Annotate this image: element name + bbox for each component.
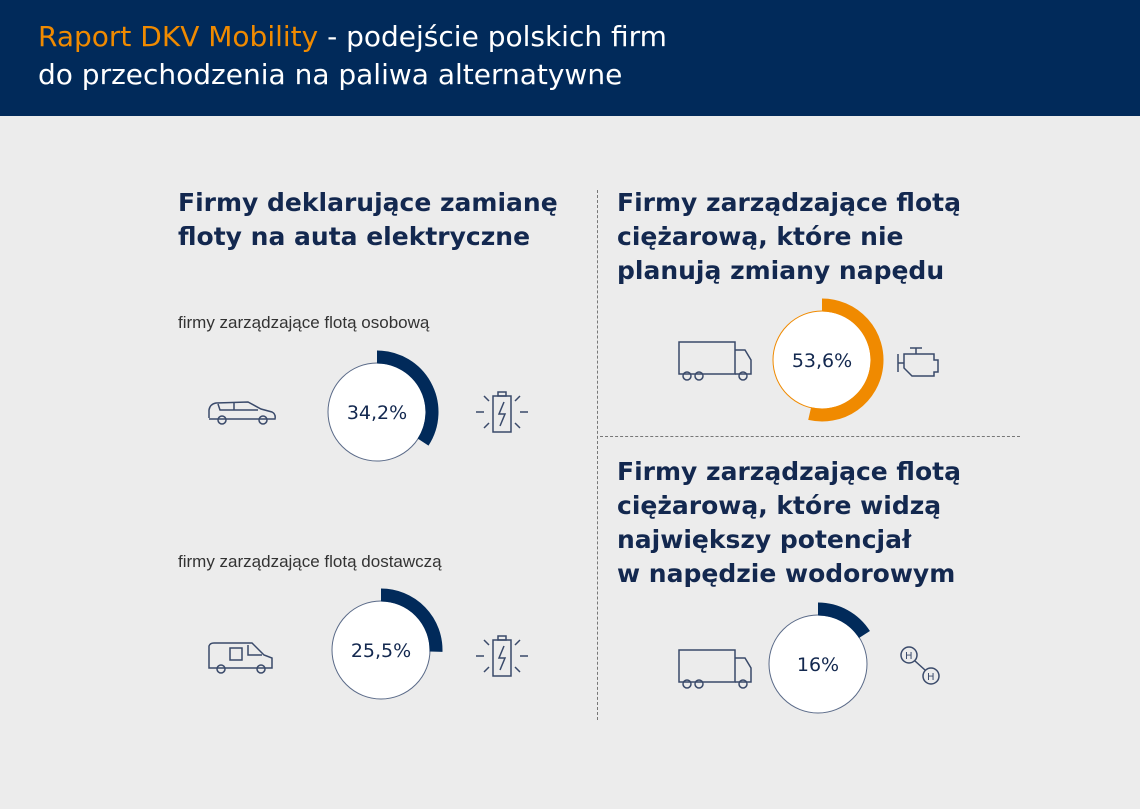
page-title: Raport DKV Mobility - podejście polskich… — [38, 18, 667, 94]
truck-icon — [678, 341, 752, 381]
battery-icon — [476, 635, 528, 677]
header: Raport DKV Mobility - podejście polskich… — [0, 0, 1140, 116]
vertical-divider — [597, 190, 598, 720]
donut-value-label: 16% — [797, 654, 839, 676]
donut-arc — [380, 588, 443, 652]
left-heading: Firmy deklarujące zamianę floty na auta e… — [178, 188, 558, 251]
car-icon — [208, 401, 276, 425]
title-line2: do przechodzenia na paliwa alternatywne — [38, 58, 623, 91]
svg-text:H: H — [905, 651, 913, 662]
truck-icon — [678, 649, 752, 689]
donut-arc — [817, 602, 870, 639]
hydrogen-icon: HH — [900, 646, 940, 685]
donut-chart: 25,5% — [331, 588, 443, 700]
van-icon — [208, 642, 273, 674]
subtitle-delivery: firmy zarządzające flotą dostawczą — [178, 552, 442, 571]
donut-value-label: 25,5% — [351, 640, 411, 662]
donut-arc — [808, 298, 884, 422]
horizontal-divider — [600, 436, 1020, 437]
donut-value-label: 53,6% — [792, 350, 852, 372]
right-top-heading: Firmy zarządzające flotą ciężarową, które… — [617, 188, 961, 285]
donut-arc — [376, 350, 439, 446]
donut-value-label: 34,2% — [347, 402, 407, 424]
engine-icon — [897, 347, 939, 377]
donut-chart: 53,6% — [772, 298, 884, 422]
right-bottom-heading: Firmy zarządzające flotą ciężarową, które… — [617, 457, 961, 588]
subtitle-passenger: firmy zarządzające flotą osobową — [178, 313, 430, 332]
donut-chart: 16% — [768, 602, 870, 714]
donut-chart: 34,2% — [327, 350, 439, 462]
svg-text:H: H — [927, 672, 935, 683]
battery-icon — [476, 391, 528, 433]
title-rest: - podejście polskich firm — [318, 20, 667, 53]
title-highlight: Raport DKV Mobility — [38, 20, 319, 53]
